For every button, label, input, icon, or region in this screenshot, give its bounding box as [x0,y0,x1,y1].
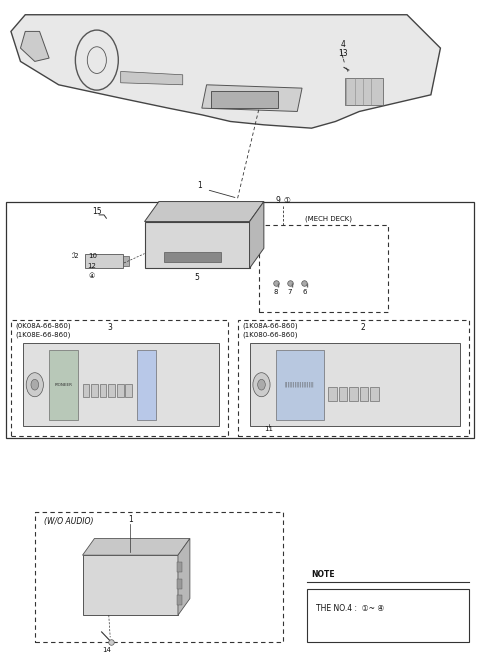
Circle shape [26,373,43,397]
Polygon shape [11,15,441,128]
Text: 11: 11 [264,426,273,432]
Bar [164,252,221,261]
Bar [250,343,459,426]
Polygon shape [178,539,190,615]
Text: NOTE: NOTE [312,570,335,578]
Text: ℐ2: ℐ2 [72,253,80,259]
Text: THE NO.4 :  ①~ ④: THE NO.4 : ①~ ④ [316,604,384,613]
Bar [211,92,278,108]
Text: 12: 12 [88,263,96,269]
Bar [100,384,107,397]
Text: 15: 15 [92,206,102,216]
Text: (MECH DECK): (MECH DECK) [305,215,352,222]
Text: ①: ① [283,196,290,205]
Circle shape [258,379,265,390]
Bar [117,384,123,397]
Bar [125,384,132,397]
Text: ④: ④ [89,273,95,279]
Bar [339,387,348,401]
Bar [137,350,156,419]
Bar [177,562,182,572]
Bar [23,343,218,426]
Text: 8: 8 [274,289,278,295]
Text: PIONEER: PIONEER [54,383,72,387]
Bar [307,588,469,642]
Text: 6: 6 [302,289,307,295]
Bar [370,387,379,401]
Bar [83,384,89,397]
Text: 9: 9 [276,196,281,205]
Bar [144,222,250,268]
Polygon shape [21,31,49,62]
Bar [85,254,123,268]
Bar [276,350,324,419]
Bar [108,384,115,397]
Bar [123,256,129,266]
Text: 7: 7 [288,289,292,295]
Polygon shape [83,539,190,555]
Text: (W/O AUDIO): (W/O AUDIO) [44,517,94,526]
Polygon shape [250,202,264,268]
Bar [49,350,78,419]
Text: (1K080-66-860): (1K080-66-860) [242,332,298,338]
Bar [328,387,337,401]
Bar [360,387,368,401]
Text: 2: 2 [360,323,365,332]
Text: (1K08E-66-860): (1K08E-66-860) [16,332,71,338]
Polygon shape [120,72,183,85]
Text: (0K08A-66-860): (0K08A-66-860) [16,323,72,330]
Bar [177,595,182,605]
Text: 14: 14 [102,647,111,653]
Bar [91,384,98,397]
Bar [349,387,358,401]
Text: 1: 1 [197,181,202,190]
Text: (1K08A-66-860): (1K08A-66-860) [242,323,298,330]
Polygon shape [144,202,264,222]
Text: 10: 10 [88,253,97,259]
Text: 13: 13 [338,49,348,58]
Text: |||||||||||||||||: ||||||||||||||||| [285,382,314,387]
Text: 4: 4 [340,40,345,49]
Bar [83,555,178,615]
Text: 3: 3 [108,323,112,332]
Text: 5: 5 [194,273,200,282]
Circle shape [31,379,38,390]
Bar [177,578,182,588]
Polygon shape [202,85,302,111]
Circle shape [253,373,270,397]
Bar [345,78,383,105]
Text: 1: 1 [128,515,132,524]
